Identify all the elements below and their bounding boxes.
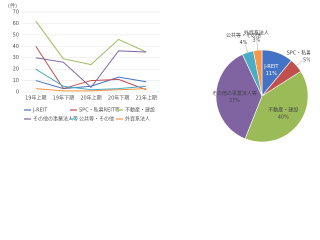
leader-line [245,44,248,53]
slice-value-label: 11% [266,71,277,77]
x-tick-label: 19年下期 [53,95,74,102]
y-tick-label: 50 [13,32,19,38]
legend-label: 公共等・その他 [79,116,114,123]
series-line [35,88,147,92]
y-axis-label: (件) [8,3,17,10]
series-line [35,20,147,66]
pie-slice [215,53,263,140]
slice-label: J-REIT [263,64,279,70]
x-tick-label: 20年下期 [108,95,129,102]
legend-label: 不動産・建設 [125,107,155,114]
slice-label: 不動産・建設 [268,107,298,114]
leader-line [296,60,303,66]
y-tick-label: 10 [13,78,19,84]
chart: (件) 0 10 20 30 40 50 60 70 19年上期 19年下期 20年上期 20年下期 2… [8,3,310,143]
legend-label: その他の事業法人等 [33,116,78,123]
series-line [35,76,147,90]
y-tick-label: 0 [16,90,19,96]
slice-label: 公共等・その他 [226,32,261,39]
legend-label: J-REIT [32,108,48,114]
slice-value-label: 5% [303,57,310,63]
series-line [35,46,147,91]
slice-label: その他の事業法人等 [212,90,257,97]
pie-slice [244,70,309,143]
slice-value-label: 3% [252,37,260,43]
legend-label: SPC・私募REIT等 [79,107,120,114]
slice-value-label: 40% [278,115,289,121]
slice-value-label: 37% [229,98,240,104]
y-tick-label: 40 [13,44,19,50]
x-tick-label: 19年上期 [25,95,46,102]
y-tick-label: 70 [13,10,19,16]
slice-label: SPC・私募REIT等 [287,49,310,56]
series-line [35,68,147,91]
x-tick-label: 20年上期 [80,95,101,102]
y-tick-label: 20 [13,67,19,73]
y-tick-label: 60 [13,21,19,27]
series-line [35,50,147,89]
legend-label: 外資系法人 [125,116,150,123]
slice-value-label: 4% [239,40,247,46]
x-tick-label: 21年上期 [136,95,157,102]
leader-line [256,42,258,51]
page: (件) 0 10 20 30 40 50 60 70 19年上期 19年下期 20年上期 20年下期 2… [8,2,310,143]
slice-label: 外資系法人 [244,29,269,36]
y-tick-label: 30 [13,55,19,61]
